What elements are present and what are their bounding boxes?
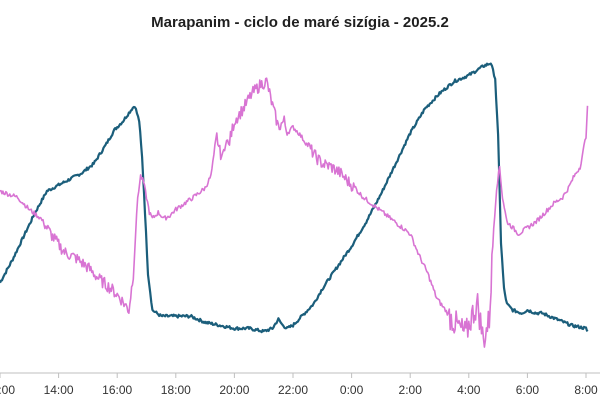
series-layer: [0, 62, 589, 348]
x-tick-label: 14:00: [44, 383, 74, 397]
series-line-teal: [0, 62, 589, 334]
x-tick-label: 16:00: [102, 383, 132, 397]
x-tick-label: 20:00: [219, 383, 249, 397]
x-tick-label: 0:00: [340, 383, 364, 397]
x-tick-label: 12:00: [0, 383, 15, 397]
x-tick-label: 18:00: [161, 383, 191, 397]
x-tick-label: 8:00: [574, 383, 598, 397]
x-tick-label: 4:00: [457, 383, 481, 397]
x-axis-ticks: 12:00 14:00 16:00 18:00 20:00 22:00 0:00 2:00 4:…: [0, 373, 598, 397]
x-tick-label: 22:00: [278, 383, 308, 397]
chart-title: Marapanim - ciclo de maré sizígia - 2025…: [151, 14, 449, 31]
series-line-pink: [0, 77, 589, 348]
x-tick-label: 2:00: [399, 383, 423, 397]
x-tick-label: 6:00: [516, 383, 540, 397]
